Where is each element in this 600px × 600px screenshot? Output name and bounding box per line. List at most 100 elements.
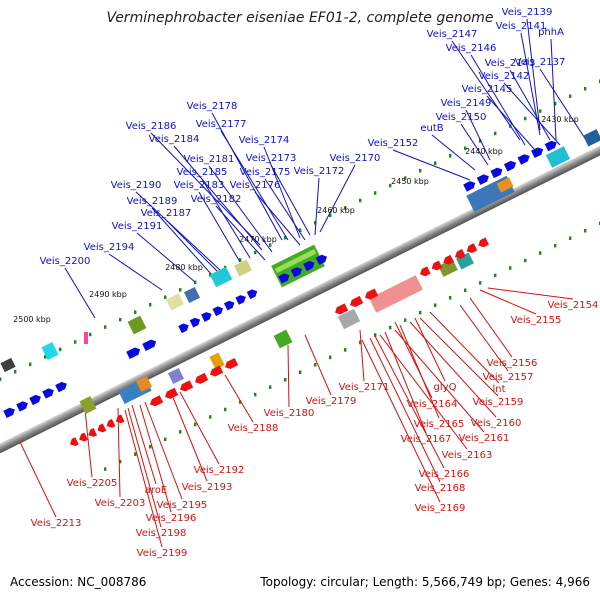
forward-gene-arrow [517,154,530,165]
gene-features [0,129,600,446]
gene-label: Veis_2166 [419,469,470,480]
tick-mark [374,333,377,337]
tick-mark [314,221,317,225]
forward-gene-arrow [490,167,503,179]
gene-label: Veis_2145 [462,84,513,95]
gene-label: Veis_2186 [126,121,177,132]
leader-line [135,191,221,271]
gene-label: Veis_2203 [95,498,146,509]
gene-label: Veis_2196 [146,513,197,524]
gene-label: Veis_2150 [436,112,487,123]
gene-label: Veis_2180 [264,408,315,419]
tick-mark [254,250,257,255]
tick-mark [554,101,557,106]
leader-line [151,207,213,276]
reverse-gene-arrow [106,418,116,428]
leader-line [144,401,183,500]
gene-label: Veis_2192 [194,465,245,476]
genome-summary-text: Topology: circular; Length: 5,566,749 bp… [259,575,590,589]
gene-label: Veis_2142 [479,71,530,82]
tick-mark [344,206,347,210]
leader-line [394,329,485,433]
leader-line [117,407,121,498]
gene-label: Veis_2152 [368,138,419,149]
leader-line [84,409,93,478]
gene-label: phhA [538,27,564,38]
tick-mark [314,363,317,367]
tick-mark [524,116,527,121]
tick-mark [404,318,407,322]
forward-gene-arrow [212,306,223,317]
leader-line [124,409,163,548]
gene-label: Veis_2161 [459,433,510,444]
gene-label: Veis_2155 [511,315,562,326]
reverse-gene-arrow [115,414,125,424]
leader-line [470,54,526,146]
gene-label: Veis_2172 [294,166,345,177]
tick-mark [359,340,362,345]
forward-gene-arrow [544,140,557,152]
gene-label: Veis_2177 [196,119,247,130]
gene-label: Veis_2193 [182,482,233,493]
tick-mark [164,437,167,442]
leader-line [215,205,266,261]
tick-mark [149,302,152,307]
tick-mark [44,355,47,359]
gene-label: Veis_2195 [157,500,208,511]
gene-label: Veis_2147 [427,29,478,40]
tick-mark [209,415,212,419]
map-title: Verminephrobacter eiseniae EF01-2, compl… [106,10,493,26]
leader-line [374,335,445,469]
gene-labels: 2430 kbp 2440 kbp 2450 kbp 2460 kbp 2470 kbp… [13,7,598,559]
gene-label: Veis_2189 [127,196,178,207]
tick-mark [479,281,482,285]
gene-label: Veis_2167 [401,434,452,445]
tick-mark [539,251,542,255]
gene-label: Veis_2199 [137,548,188,559]
leader-line [220,130,289,241]
forward-gene-arrow [503,160,517,172]
tick-mark [149,444,152,449]
tick-mark [329,355,332,360]
gene-label: Veis_2156 [487,358,538,369]
gene-label: Veis_2175 [240,167,291,178]
forward-gene-arrow [278,273,290,284]
tick-mark [239,258,242,262]
forward-gene-arrow [42,388,54,399]
gene-label: Veis_2164 [407,399,458,410]
reverse-gene-arrow [210,365,224,377]
tick-mark [134,452,137,456]
reverse-gene-arrow [350,295,364,307]
leader-line [399,324,440,419]
leader-line [465,109,491,161]
tick-mark [89,332,92,337]
forward-gene-arrow [303,260,315,272]
gene-label: Veis_2157 [483,372,534,383]
tick-mark [569,236,572,240]
leader-line [369,337,441,483]
tick-mark [0,377,2,381]
leader-line [314,177,320,236]
leader-line [392,149,471,181]
reverse-gene-arrows [70,237,489,446]
gene-label: Veis_2188 [228,423,279,434]
leader-line [136,232,196,283]
gene-label: Veis_2171 [339,382,390,393]
leader-line [394,321,433,399]
leader-line [361,339,441,503]
gene-label: Veis_2200 [40,256,91,267]
gene-label: lnt [492,384,505,395]
leader-line [503,82,561,146]
tick-mark [464,146,467,151]
tick-mark [194,422,197,427]
leader-line [469,297,513,358]
gene-label: Veis_2139 [502,7,553,18]
gene-label: Veis_2149 [441,98,492,109]
leader-line [208,165,273,253]
leader-line [264,178,306,241]
forward-gene-arrow [3,407,15,419]
leader-line [131,404,157,485]
forward-gene-arrow [315,254,328,265]
forward-gene-arrow [55,381,67,393]
tick-mark [239,400,242,404]
